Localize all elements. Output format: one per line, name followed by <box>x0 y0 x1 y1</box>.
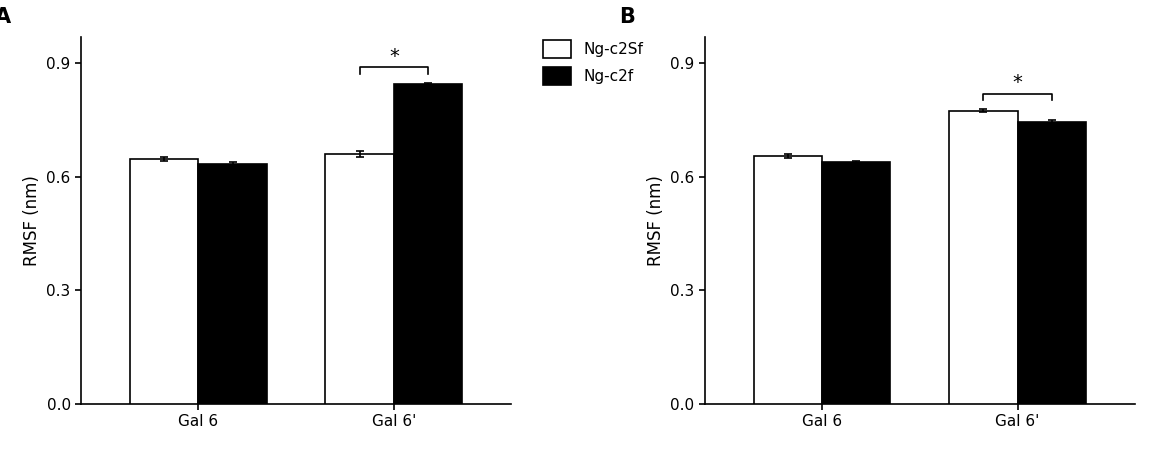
Bar <box>950 111 1018 404</box>
Text: B: B <box>618 7 635 28</box>
Text: *: * <box>389 47 398 66</box>
Y-axis label: RMSF (nm): RMSF (nm) <box>23 175 41 266</box>
Bar <box>325 154 394 404</box>
Bar <box>1018 122 1086 404</box>
Text: *: * <box>1012 73 1023 92</box>
Y-axis label: RMSF (nm): RMSF (nm) <box>646 175 665 266</box>
Bar <box>130 159 198 404</box>
Bar <box>394 84 462 404</box>
Bar <box>822 162 891 404</box>
Text: A: A <box>0 7 12 28</box>
Bar <box>198 163 266 404</box>
Legend: Ng-c2Sf, Ng-c2f: Ng-c2Sf, Ng-c2f <box>541 37 646 88</box>
Bar <box>754 156 822 404</box>
